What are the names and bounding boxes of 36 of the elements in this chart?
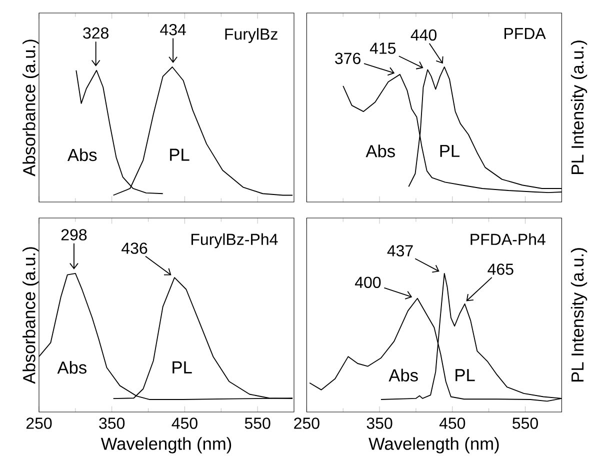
- series-label: PL: [440, 145, 460, 157]
- x-axis-title: Wavelength (nm): [368, 437, 499, 454]
- series-label: Abs: [57, 361, 86, 374]
- series-label: PL: [456, 369, 475, 382]
- annotation: 298: [61, 229, 87, 240]
- annotation: 400: [354, 276, 381, 288]
- series-label: Abs: [366, 144, 395, 158]
- chart-title: PFDA: [504, 28, 546, 40]
- x-tick-label: 250: [26, 418, 52, 429]
- annotation: 328: [83, 27, 108, 39]
- chart-title: FurylBz-Ph4: [191, 233, 278, 248]
- x-tick-label: 350: [366, 418, 392, 429]
- series-label: Abs: [67, 148, 97, 162]
- x-tick-label: 550: [244, 418, 270, 429]
- annotation: 437: [387, 245, 413, 256]
- annotation: 465: [488, 264, 514, 275]
- y-axis-title: Absorbance (a.u.): [22, 40, 39, 176]
- x-tick-label: 250: [294, 418, 320, 429]
- x-tick-label: 450: [172, 418, 198, 429]
- x-axis-title: Wavelength (nm): [100, 437, 232, 454]
- annotation: 436: [122, 242, 148, 254]
- annotation: 376: [335, 52, 360, 64]
- chart-title: PFDA-Ph4: [470, 233, 546, 245]
- x-tick-label: 550: [512, 418, 538, 429]
- annotation: 434: [160, 24, 186, 36]
- series-label: Abs: [388, 368, 418, 382]
- annotation: 440: [410, 29, 436, 41]
- y-axis-title: Absorbance (a.u.): [22, 247, 39, 384]
- x-tick-label: 450: [439, 418, 466, 429]
- y2-axis-title: PL Intensity (a.u.): [570, 248, 588, 382]
- series-label: PL: [172, 361, 192, 374]
- series-label: PL: [170, 148, 190, 161]
- x-tick-label: 350: [99, 418, 125, 429]
- annotation: 415: [370, 42, 396, 54]
- y2-axis-title: PL Intensity (a.u.): [570, 40, 588, 174]
- chart-title: FurylBz: [225, 28, 278, 43]
